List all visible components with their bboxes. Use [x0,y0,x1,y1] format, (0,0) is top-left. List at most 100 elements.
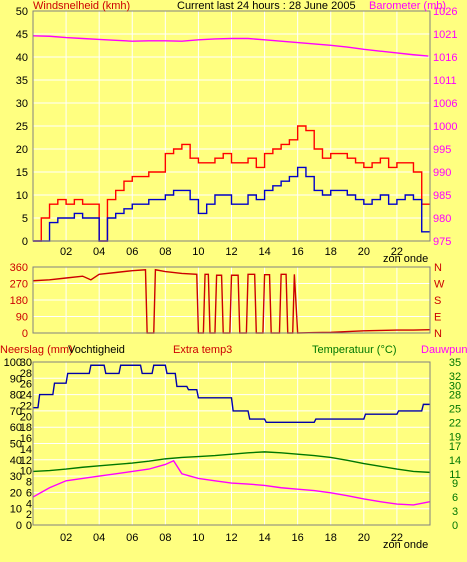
wind-x-tick-label: 22 [391,246,403,258]
temperature-tick-label: 30 [449,380,461,392]
barometer-tick-label: 995 [433,144,451,156]
barometer-tick-label: 985 [433,190,451,202]
wind-x-tick-label: 08 [159,246,171,258]
humidity-tick-label: 20 [10,487,22,499]
barometer-tick-label: 980 [433,213,451,225]
temperature-tick-label: 17 [449,441,461,453]
extra-temp-label: Extra temp3 [173,344,232,356]
wind-left-tick-label: 40 [16,52,28,64]
wind-x-tick-label: 14 [258,246,270,258]
wind-x-tick-label: 18 [325,246,337,258]
wind-x-tick-label: 16 [292,246,304,258]
humidity-tick-label: 0 [16,520,22,532]
humidity-tick-label: 60 [10,422,22,434]
precip-axis-label: Neerslag (mm) [0,344,73,356]
humidity-x-tick-label: 08 [159,532,171,544]
barometer-tick-label: 1016 [433,52,457,64]
humidity-x-tick-label: 18 [325,532,337,544]
temperature-tick-label: 14 [449,455,461,467]
wind-direction-line [32,268,431,334]
precip-tick-label: 6 [26,487,32,499]
humidity-tick-label: 50 [10,439,22,451]
humidity-x-tick-label: 12 [225,532,237,544]
humidity-plot-frame [32,361,431,526]
temperature-tick-label: 25 [449,404,461,416]
direction-tick-label: 270 [10,279,28,291]
barometer-tick-label: 1026 [433,6,457,18]
precip-tick-label: 18 [20,422,32,434]
wind-left-tick-label: 50 [16,6,28,18]
direction-tick-label: 180 [10,295,28,307]
temperature-tick-label: 3 [452,506,458,518]
barometer-tick-label: 1021 [433,29,457,41]
temperature-line [32,451,431,474]
barometer-tick-label: 990 [433,167,451,179]
precip-tick-label: 30 [20,357,32,369]
wind-left-tick-label: 0 [22,236,28,248]
precip-tick-label: 16 [20,433,32,445]
humidity-x-tick-label: 20 [358,532,370,544]
wind-left-tick-label: 15 [16,167,28,179]
wind-x-tick-label: 12 [225,246,237,258]
wind-left-tick-label: 25 [16,121,28,133]
barometer-line [32,35,429,57]
precip-tick-label: 24 [20,390,32,402]
barometer-tick-label: 1000 [433,121,457,133]
temperature-tick-label: 6 [452,492,458,504]
precip-tick-label: 20 [20,411,32,423]
humidity-x-tick-label: 06 [126,532,138,544]
wind-left-tick-label: 10 [16,190,28,202]
humidity-x-tick-label: 14 [258,532,270,544]
humidity-x-tick-label: 16 [292,532,304,544]
humidity-tick-label: 90 [10,373,22,385]
humidity-tick-label: 40 [10,455,22,467]
precip-tick-label: 8 [26,477,32,489]
precip-tick-label: 12 [20,455,32,467]
humidity-tick-label: 80 [10,390,22,402]
barometer-tick-label: 1006 [433,98,457,110]
precip-tick-label: 14 [20,444,32,456]
compass-tick-label: N [434,328,442,340]
wind-x-tick-label: 02 [60,246,72,258]
temperature-tick-label: 32 [449,371,461,383]
humidity-x-tick-label: 22 [391,532,403,544]
temperature-tick-label: 9 [452,478,458,490]
precip-tick-label: 22 [20,400,32,412]
temperature-tick-label: 0 [452,520,458,532]
wind-x-tick-label: 10 [192,246,204,258]
header-left-label: Windsnelheid (kmh) [33,0,131,12]
temperature-axis-label: Temperatuur (°C) [312,344,396,356]
direction-tick-label: 360 [10,262,28,274]
humidity-tick-label: 30 [10,471,22,483]
dewpoint-axis-label: Dauwpunt [421,344,467,356]
compass-tick-label: W [434,279,445,291]
direction-tick-label: 0 [22,328,28,340]
precip-tick-label: 26 [20,379,32,391]
compass-tick-label: N [434,262,442,274]
header-title: Current last 24 hours : 28 June 2005 [177,0,356,12]
temperature-tick-label: 19 [449,432,461,444]
sun-label-top: zon onde [383,253,429,265]
wind-left-tick-label: 35 [16,75,28,87]
humidity-line [33,364,430,424]
direction-tick-label: 90 [16,312,28,324]
wind-left-tick-label: 5 [22,213,28,225]
wind-average-line [33,166,430,242]
temperature-tick-label: 22 [449,418,461,430]
sun-label-bottom: zon onde [383,539,429,551]
precip-tick-label: 28 [20,368,32,380]
humidity-axis-label: Vochtigheid [68,344,125,356]
wind-left-tick-label: 20 [16,144,28,156]
humidity-x-tick-label: 10 [192,532,204,544]
precip-tick-label: 0 [26,520,32,532]
barometer-tick-label: 1011 [433,75,457,87]
wind-left-tick-label: 45 [16,29,28,41]
precip-tick-label: 2 [26,509,32,521]
header-right-label: Barometer (mb) [369,0,447,12]
humidity-tick-label: 70 [10,406,22,418]
precip-tick-label: 10 [20,466,32,478]
dewpoint-line [32,459,431,506]
temperature-tick-label: 28 [449,390,461,402]
